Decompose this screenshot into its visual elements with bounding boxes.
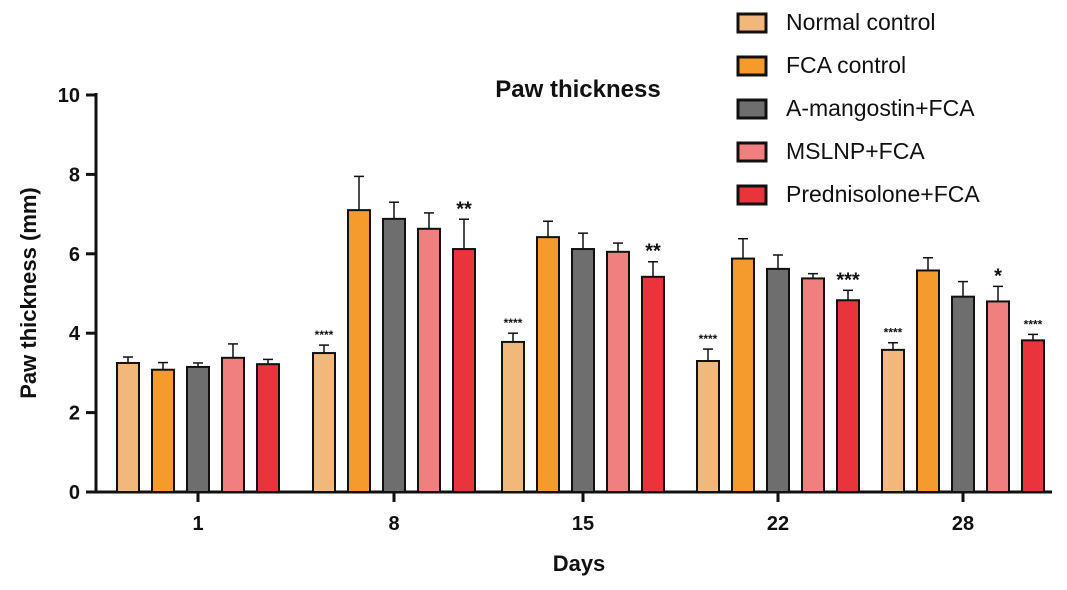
legend-swatch [736,184,768,206]
legend: Normal control FCA control A-mangostin+FCA… [736,9,980,207]
legend-label: A-mangostin+FCA [786,95,975,121]
x-axis-label: Days [553,551,606,576]
legend-label: Prednisolone+FCA [786,181,980,207]
bar [221,356,245,493]
bar [256,363,280,493]
y-tick-label: 10 [58,85,80,107]
bar [312,352,336,493]
bar [641,275,665,493]
x-tick-label: 22 [767,513,789,535]
bar [951,295,975,493]
y-tick-label: 6 [69,244,80,266]
significance-label: **** [1024,317,1043,331]
bar [417,227,441,493]
bar [151,368,175,493]
bar [916,269,940,493]
legend-label: FCA control [786,52,906,78]
significance-label: ** [456,198,472,220]
legend-swatch [736,55,768,77]
bar [382,217,406,493]
y-tick-label: 8 [69,164,80,186]
bar [452,248,476,493]
bar [696,359,720,493]
legend-label: MSLNP+FCA [786,138,925,164]
bars: **************************** [116,175,1045,494]
bar [536,236,560,493]
x-tick-label: 28 [952,513,974,535]
legend-swatch [736,98,768,120]
significance-label: * [994,265,1002,287]
y-tick-label: 0 [69,482,80,504]
bar [116,361,140,493]
x-tick-label: 8 [388,513,399,535]
significance-label: **** [315,328,334,342]
y-tick-label: 4 [69,323,81,345]
bar [766,267,790,493]
bar [801,277,825,493]
bar [571,248,595,493]
y-axis-label: Paw thickness (mm) [16,187,41,399]
bar [986,300,1010,493]
x-tick-label: 15 [572,513,594,535]
bar [186,365,210,494]
legend-label: Normal control [786,9,936,35]
significance-label: ** [645,241,661,263]
bar [347,209,371,493]
bar [731,257,755,493]
chart-title: Paw thickness [495,76,660,103]
labels: Paw thickness Days Paw thickness (mm) [16,76,661,576]
x-tick-label: 1 [192,513,203,535]
bar [881,348,905,493]
significance-label: **** [504,316,523,330]
significance-label: *** [836,269,860,291]
legend-swatch [736,141,768,163]
bar [836,299,860,493]
bar [501,340,525,493]
significance-label: **** [699,332,718,346]
bar [1021,339,1045,494]
bar [606,250,630,493]
significance-label: **** [884,326,903,340]
y-tick-label: 2 [69,403,80,425]
legend-swatch [736,12,768,34]
